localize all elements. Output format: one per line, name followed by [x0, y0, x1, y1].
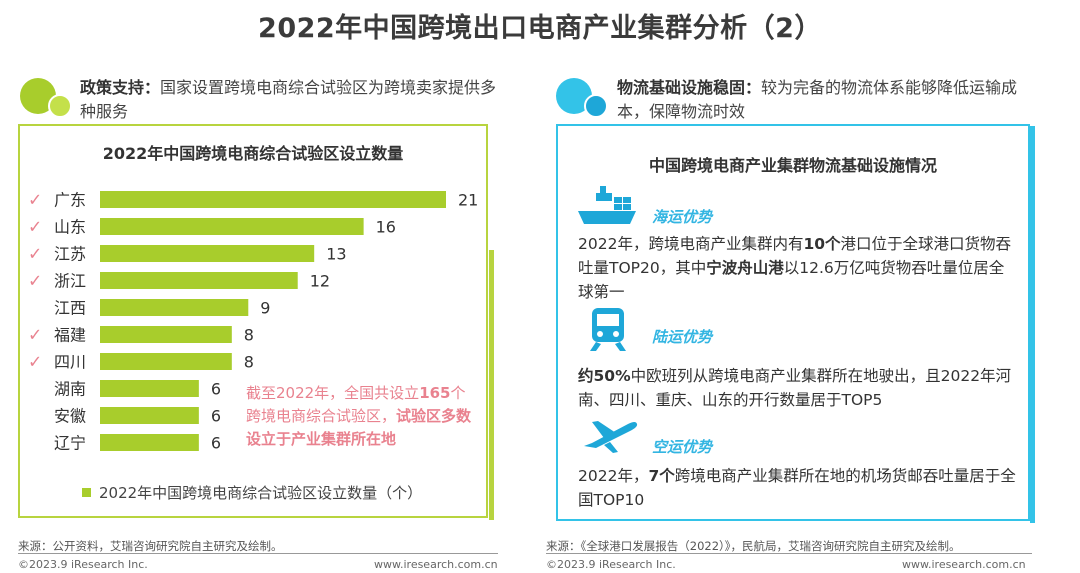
left-source: 来源：公开资料，艾瑞咨询研究院自主研究及绘制。 [18, 539, 283, 553]
decor-dot-small [48, 94, 72, 118]
legend-swatch [82, 488, 91, 497]
left-footer-divider [18, 553, 498, 554]
sea-b2: 宁波舟山港 [706, 259, 784, 277]
note-bold1: 165 [419, 384, 451, 402]
right-header: 物流基础设施稳固：较为完备的物流体系能够降低运输成本，保障物流时效 [617, 76, 1037, 124]
chart-annotation: 截至2022年，全国共设立165个跨境电商综合试验区，试验区多数设立于产业集群所… [246, 382, 476, 451]
check-icon: ✓ [28, 245, 42, 265]
value-label: 16 [376, 218, 396, 237]
sea-t3: 以12.6万亿吨货物吞吐量位居全球第一 [578, 259, 1005, 301]
right-copyright: ©2023.9 iResearch Inc. [546, 558, 676, 571]
bar [100, 299, 249, 316]
air-b1: 7个 [648, 467, 675, 485]
category-label: 四川 [54, 353, 86, 372]
sea-t1: 2022年，跨境电商产业集群内有 [578, 235, 804, 253]
train-icon [590, 308, 626, 351]
note-bold2: 试验区多数设立于产业集群所在地 [246, 407, 472, 448]
right-panel-title: 中国跨境电商产业集群物流基础设施情况 [648, 156, 937, 175]
decor-dots-green [20, 76, 72, 118]
right-footer-divider [546, 553, 1032, 554]
value-label: 9 [260, 299, 270, 318]
check-icon: ✓ [28, 218, 42, 238]
bar [100, 326, 232, 343]
value-label: 13 [326, 245, 346, 264]
right-source: 来源：《全球港口发展报告（2022）》，民航局，艾瑞咨询研究院自主研究及绘制。 [546, 539, 961, 553]
check-icon: ✓ [28, 272, 42, 292]
category-label: 浙江 [54, 272, 86, 291]
bar [100, 191, 446, 208]
bar [100, 380, 199, 397]
category-label: 湖南 [54, 380, 86, 399]
left-panel-accent [489, 250, 494, 520]
category-label: 安徽 [54, 407, 86, 426]
right-header-bold: 物流基础设施稳固： [617, 78, 762, 97]
right-url[interactable]: www.iresearch.com.cn [902, 558, 1026, 571]
left-url[interactable]: www.iresearch.com.cn [374, 558, 498, 571]
left-copyright: ©2023.9 iResearch Inc. [18, 558, 148, 571]
airplane-icon [584, 421, 638, 453]
check-icon: ✓ [28, 326, 42, 346]
category-label: 山东 [54, 218, 86, 237]
category-label: 广东 [54, 191, 86, 210]
value-label: 8 [244, 326, 254, 345]
right-panel-accent [1030, 126, 1035, 523]
value-label: 6 [211, 434, 221, 453]
sea-t2: 港口位于全球港口货物吞吐量TOP20，其中 [578, 235, 1012, 277]
bar [100, 245, 315, 262]
bar [100, 218, 364, 235]
right-info-panel: 中国跨境电商产业集群物流基础设施情况 海运优势 2022年，跨境电商产业集群内有… [556, 124, 1035, 523]
air-t2: 跨境电商产业集群所在地的机场货邮吞吐量居于全国TOP10 [578, 467, 1016, 509]
air-t1: 2022年， [578, 467, 649, 485]
note-part2: 个跨境电商综合试验区， [246, 384, 466, 425]
chart-legend: 2022年中国跨境电商综合试验区设立数量（个） [82, 482, 422, 503]
land-t1: 中欧班列从跨境电商产业集群所在地驶出，且2022年河南、四川、重庆、山东的开行数… [578, 367, 1012, 409]
chart-title: 2022年中国跨境电商综合试验区设立数量 [102, 144, 404, 163]
category-label: 江苏 [54, 245, 86, 264]
bar [100, 353, 232, 370]
left-chart-panel: 2022年中国跨境电商综合试验区设立数量 ✓ 广东 21 ✓ 山东 16 ✓ 江苏 13 ✓ 浙江 1… [18, 124, 494, 520]
value-label: 8 [244, 353, 254, 372]
left-header: 政策支持：国家设置跨境电商综合试验区为跨境卖家提供多种服务 [80, 76, 500, 124]
sea-label: 海运优势 [652, 208, 713, 226]
category-label: 江西 [54, 299, 86, 318]
value-label: 6 [211, 407, 221, 426]
sea-b1: 10个 [803, 235, 841, 253]
left-header-text: 国家设置跨境电商综合试验区为跨境卖家提供多种服务 [80, 78, 497, 121]
land-label: 陆运优势 [652, 328, 713, 346]
land-b1: 约50% [578, 367, 631, 385]
note-part1: 截至2022年，全国共设立 [246, 384, 420, 402]
bar [100, 272, 298, 289]
bar [100, 407, 199, 424]
decor-dots-blue [556, 76, 608, 118]
page-title: 2022年中国跨境出口电商产业集群分析（2） [258, 13, 822, 44]
value-label: 12 [310, 272, 330, 291]
air-label: 空运优势 [652, 438, 713, 456]
air-text: 2022年，7个跨境电商产业集群所在地的机场货邮吞吐量居于全国TOP10 [578, 464, 1018, 512]
sea-text: 2022年，跨境电商产业集群内有10个港口位于全球港口货物吞吐量TOP20，其中… [578, 232, 1018, 304]
ship-icon [578, 186, 636, 224]
category-label: 福建 [54, 326, 86, 345]
value-label: 21 [458, 191, 478, 210]
bar [100, 434, 199, 451]
check-icon: ✓ [28, 353, 42, 373]
value-label: 6 [211, 380, 221, 399]
land-text: 约50%中欧班列从跨境电商产业集群所在地驶出，且2022年河南、四川、重庆、山东… [578, 364, 1018, 412]
right-header-text: 较为完备的物流体系能够降低运输成本，保障物流时效 [617, 78, 1018, 121]
check-icon: ✓ [28, 191, 42, 211]
bar-chart: ✓ 广东 21 ✓ 山东 16 ✓ 江苏 13 ✓ 浙江 12 江西 9 ✓ 福建 8 ✓ 四川 8 湖南 6 安徽 6 辽宁 6 [28, 191, 478, 453]
decor-dot-small [584, 94, 608, 118]
category-label: 辽宁 [54, 434, 86, 453]
left-header-bold: 政策支持： [80, 78, 161, 97]
legend-label: 2022年中国跨境电商综合试验区设立数量（个） [99, 484, 423, 502]
